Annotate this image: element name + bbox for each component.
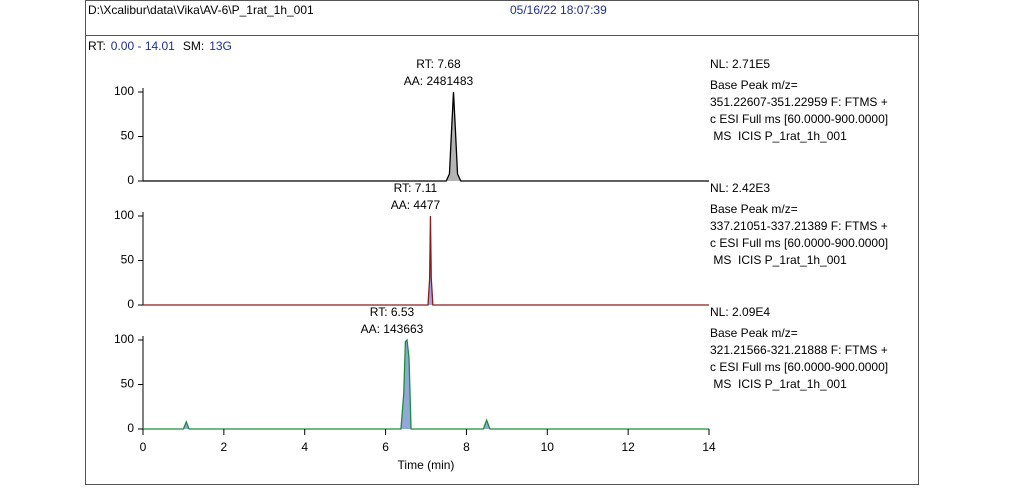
- x-tick-label: 10: [541, 440, 555, 454]
- trace-info: c ESI Full ms [60.0000-900.0000]: [710, 236, 888, 250]
- y-tick-label: 0: [127, 173, 134, 187]
- peak-fill: [143, 216, 709, 305]
- y-tick-label: 0: [127, 297, 134, 311]
- trace-info: MS ICIS P_1rat_1h_001: [710, 253, 847, 267]
- trace: [143, 215, 709, 306]
- trace-info: NL: 2.42E3: [710, 181, 770, 195]
- peak-label: RT: 7.68: [416, 57, 461, 71]
- peak-fill: [143, 340, 709, 429]
- x-tick-label: 8: [463, 440, 470, 454]
- peak-label: AA: 2481483: [404, 74, 474, 88]
- y-tick-label: 100: [114, 208, 134, 222]
- x-tick-label: 6: [382, 440, 389, 454]
- trace-info: Base Peak m/z=: [710, 326, 798, 340]
- y-tick-label: 50: [121, 253, 135, 267]
- trace-info: 321.21566-321.21888 F: FTMS +: [710, 343, 888, 357]
- peak-label: AA: 143663: [361, 322, 424, 336]
- x-tick-label: 12: [621, 440, 635, 454]
- y-tick-label: 100: [114, 332, 134, 346]
- trace: [143, 338, 709, 430]
- x-axis-label: Time (min): [398, 458, 455, 472]
- trace-info: NL: 2.71E5: [710, 57, 770, 71]
- sm-value: 13G: [209, 39, 232, 53]
- sm-label: SM:: [183, 39, 204, 53]
- range-info: RT: 0.00 - 14.01 SM: 13G: [88, 39, 232, 53]
- trace-info: MS ICIS P_1rat_1h_001: [710, 129, 847, 143]
- trace-info: NL: 2.09E4: [710, 305, 770, 319]
- y-tick-label: 50: [121, 377, 135, 391]
- date: 05/16/22 18:07:39: [510, 3, 607, 17]
- trace-info: MS ICIS P_1rat_1h_001: [710, 377, 847, 391]
- y-tick-label: 0: [127, 421, 134, 435]
- trace-info: 337.21051-337.21389 F: FTMS +: [710, 219, 888, 233]
- x-tick-label: 4: [301, 440, 308, 454]
- trace-info: Base Peak m/z=: [710, 202, 798, 216]
- file-path: D:\Xcalibur\data\Vika\AV-6\P_1rat_1h_001: [88, 3, 314, 17]
- y-tick-label: 50: [121, 129, 135, 143]
- x-tick-label: 2: [221, 440, 228, 454]
- x-tick-label: 0: [140, 440, 147, 454]
- trace-info: c ESI Full ms [60.0000-900.0000]: [710, 112, 888, 126]
- rt-range: 0.00 - 14.01: [111, 39, 175, 53]
- x-tick-label: 14: [702, 440, 716, 454]
- frame: [85, 0, 919, 485]
- rt-label: RT:: [88, 39, 106, 53]
- trace-info: c ESI Full ms [60.0000-900.0000]: [710, 360, 888, 374]
- trace: [143, 91, 709, 182]
- peak-label: AA: 4477: [391, 198, 441, 212]
- peak-label: RT: 6.53: [370, 305, 415, 319]
- y-tick-label: 100: [114, 84, 134, 98]
- peak-label: RT: 7.11: [394, 181, 438, 195]
- peak-fill: [143, 92, 709, 181]
- trace-info: 351.22607-351.22959 F: FTMS +: [710, 95, 888, 109]
- trace-info: Base Peak m/z=: [710, 78, 798, 92]
